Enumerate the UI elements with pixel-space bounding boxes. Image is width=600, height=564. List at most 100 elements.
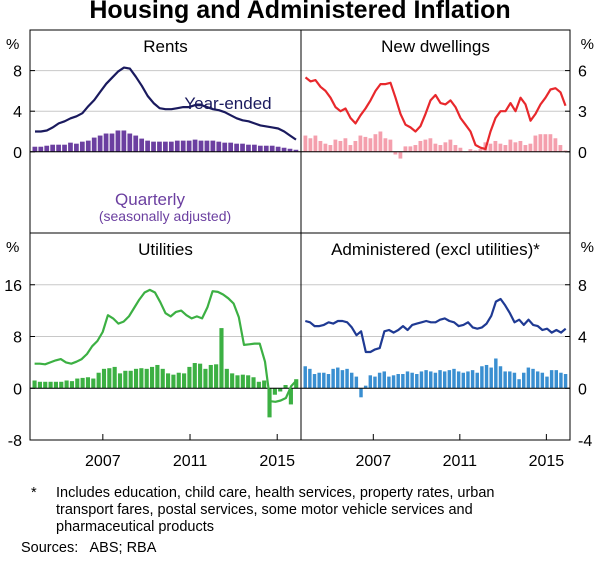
panel-3-bar [155, 364, 160, 389]
panel-1-bar [263, 145, 269, 152]
panel-4-bar [308, 368, 312, 389]
chart-title: Housing and Administered Inflation [89, 0, 511, 24]
panel-3-bar [133, 368, 139, 389]
panel-3-bar [192, 363, 197, 389]
panel-2-bar [533, 135, 538, 152]
panel-4-bar [508, 371, 512, 389]
panel-4-x-tick-label: 2011 [443, 453, 478, 470]
panel-2-bar [563, 150, 568, 152]
panel-4-bar [461, 372, 466, 389]
panel-3-bar [117, 373, 123, 389]
panel-2-bar [353, 140, 358, 152]
panel-3-bar [112, 366, 117, 389]
panel-1-bar [157, 141, 162, 152]
panel-4-bar [363, 385, 368, 389]
footnote-marker: * [31, 485, 37, 501]
panel-3-x-tick-label: 2007 [85, 453, 121, 470]
panel-4-bar [456, 371, 461, 389]
panel-2-bar [468, 149, 473, 152]
panel-1-bar [293, 149, 299, 152]
panel-3-title: Utilities [138, 240, 193, 259]
panel-3-bar [139, 368, 144, 389]
panel-4-bar [359, 388, 363, 398]
chart-frame [29, 29, 571, 441]
panel-1-bar [228, 142, 234, 152]
panel-3-bar [144, 368, 149, 389]
panel-1-unit-label: % [6, 36, 19, 53]
panel-3-bar [240, 374, 245, 389]
panel-2-bar [453, 145, 458, 152]
panel-1-bar [216, 141, 222, 152]
panel-3-bar [278, 388, 283, 392]
panel-4-bar [415, 374, 419, 389]
panel-4-bar [429, 371, 433, 389]
panel-4-y-tick-label: 8 [578, 278, 587, 295]
panel-4-bar [480, 366, 484, 389]
panel-4-bar [382, 371, 386, 389]
panel-4-bar [540, 372, 545, 389]
panel-3-bar [91, 378, 96, 389]
panel-4-x-tick-label: 2015 [529, 453, 565, 470]
panel-2-bar [348, 145, 353, 152]
panel-1-bar [139, 138, 145, 152]
panel-4-bar [401, 374, 405, 389]
panel-4-bar [442, 371, 447, 389]
panel-4-bar [340, 370, 345, 389]
panel-4-bar [447, 370, 452, 389]
panel-4-unit-label: % [581, 239, 594, 256]
panel-4-bar [559, 372, 563, 389]
panel-2-bar [368, 138, 373, 152]
panel-4-bar [489, 367, 493, 389]
panel-1-bar [74, 143, 79, 152]
panel-2-bar [403, 146, 408, 152]
panel-4-bar [419, 371, 424, 389]
panel-3-bar [230, 373, 235, 389]
panel-4-bar [438, 370, 442, 389]
panel-4-bar [410, 372, 414, 389]
panel-2-bar [548, 134, 553, 152]
panel-4-y-tick-label: -4 [578, 433, 592, 450]
panel-2-bar [443, 142, 448, 152]
footnote-text: Includes education, child care, health s… [56, 485, 495, 535]
panel-2-bar [333, 139, 338, 152]
panel-2-bar [308, 138, 313, 152]
panel-3-bar [32, 380, 37, 389]
panel-2-bar [393, 151, 398, 155]
panel-2-bar [423, 139, 428, 152]
panel-4-bar [484, 364, 489, 389]
panel-4-bar [391, 375, 396, 389]
panel-3-bar [214, 364, 219, 389]
panel-3-bar [171, 374, 176, 389]
panel-4-year-ended-line [305, 297, 567, 354]
panel-1-bar [204, 140, 210, 152]
panel-3-bar [107, 368, 112, 389]
panel-4-bar [526, 367, 531, 389]
panel-4-bar [354, 376, 359, 389]
panel-2-bar [418, 140, 423, 152]
panel-1-title: Rents [143, 37, 187, 56]
panel-3-bar [203, 368, 208, 389]
panel-4-bar [312, 374, 317, 389]
panel-4-bar [466, 371, 470, 389]
panel-3-bar [182, 373, 187, 389]
panel-4-bar [317, 372, 321, 389]
panel-3-bar [166, 373, 171, 389]
panel-2-bar [518, 140, 523, 152]
panel-2-title: New dwellings [381, 37, 490, 56]
panel-4-bar [368, 375, 373, 389]
panel-3-y-tick-label: 0 [13, 381, 22, 398]
panel-1-bar [38, 146, 44, 152]
panel-2-y-tick-label: 3 [578, 104, 587, 121]
panel-1-bar [222, 142, 228, 152]
panel-1-bar [50, 144, 56, 152]
panel-3-bar [187, 366, 192, 389]
panel-3-x-tick-label: 2015 [259, 453, 295, 470]
panel-3-bar [288, 388, 293, 405]
panel-3-y-tick-label: 16 [4, 278, 22, 295]
panel-3-bar [37, 381, 42, 389]
panel-1-bar [115, 130, 121, 152]
panel-1-y-tick-label: 4 [13, 104, 22, 121]
panel-1-bar [240, 143, 245, 152]
panel-3-bar [283, 385, 288, 389]
panel-4-bar [512, 372, 517, 389]
